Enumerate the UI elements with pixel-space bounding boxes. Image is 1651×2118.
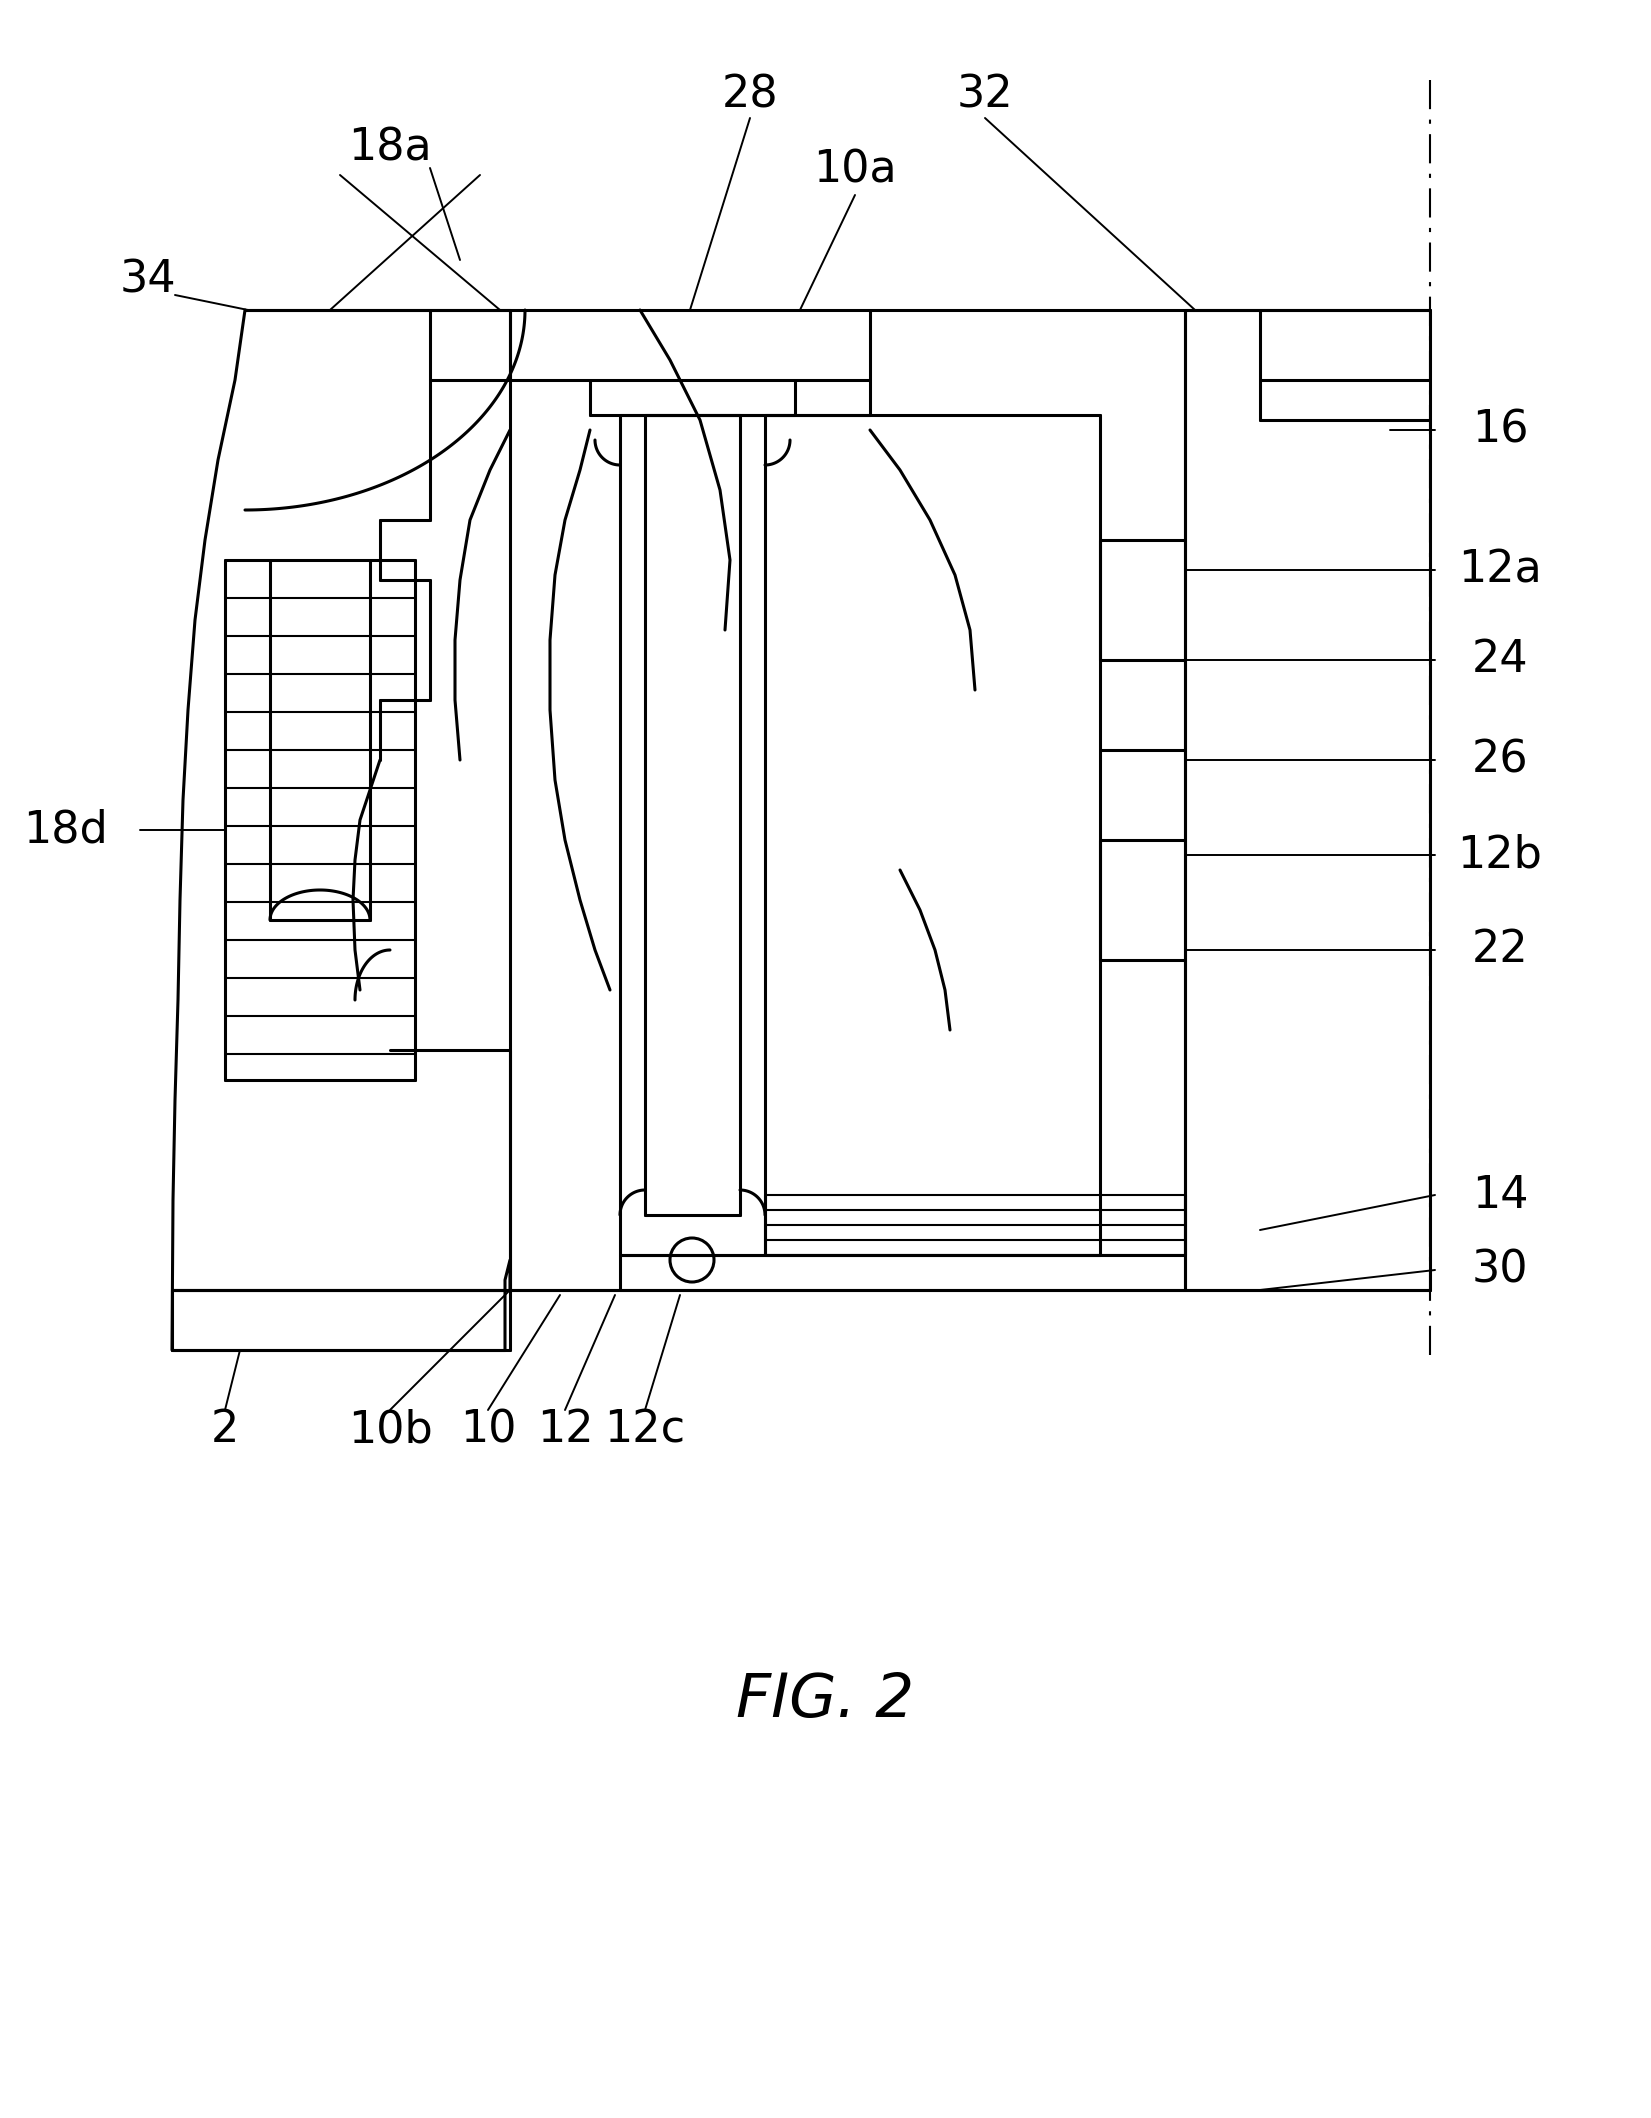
- Text: 22: 22: [1471, 928, 1529, 972]
- Text: 10b: 10b: [348, 1408, 433, 1451]
- Text: 30: 30: [1471, 1248, 1529, 1292]
- Text: 10: 10: [459, 1408, 517, 1451]
- Text: 16: 16: [1471, 409, 1529, 451]
- Text: 12: 12: [537, 1408, 593, 1451]
- Text: 24: 24: [1471, 638, 1529, 682]
- Text: 10a: 10a: [814, 148, 896, 191]
- Text: 2: 2: [211, 1408, 239, 1451]
- Text: 32: 32: [956, 74, 1014, 116]
- Text: 18a: 18a: [348, 127, 433, 169]
- Text: 12c: 12c: [604, 1408, 685, 1451]
- Text: 14: 14: [1471, 1173, 1529, 1216]
- Text: 34: 34: [119, 258, 177, 301]
- Text: 18d: 18d: [23, 809, 107, 851]
- Text: FIG. 2: FIG. 2: [736, 1671, 915, 1730]
- Text: 12a: 12a: [1458, 549, 1542, 591]
- Text: 12b: 12b: [1458, 834, 1542, 877]
- Text: 26: 26: [1471, 739, 1529, 782]
- Text: 28: 28: [721, 74, 778, 116]
